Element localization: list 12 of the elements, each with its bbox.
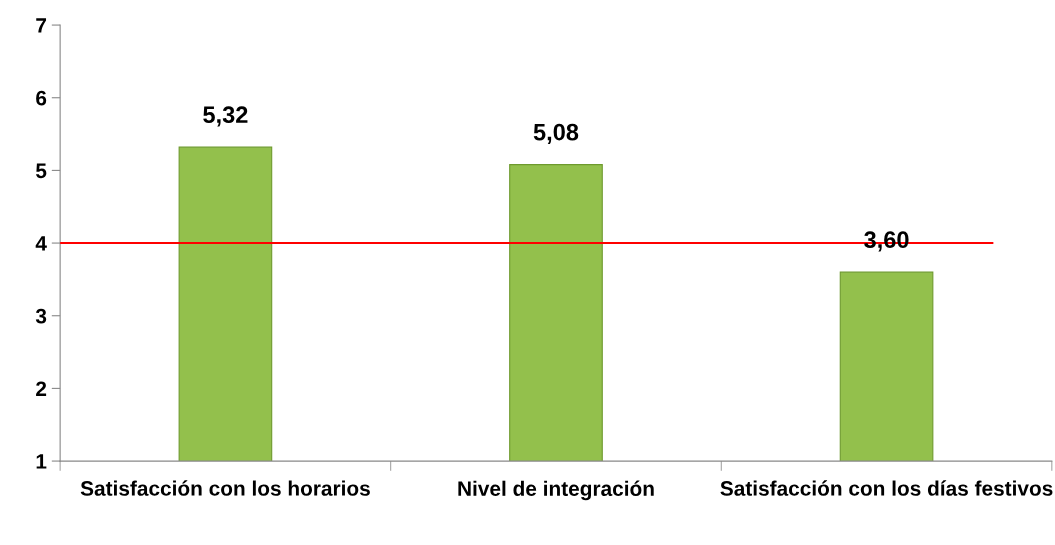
y-tick-label: 1: [36, 454, 47, 469]
y-tick-label: 5: [36, 163, 47, 179]
y-tick-label: 6: [36, 90, 47, 106]
y-tick-label: 3: [35, 308, 47, 324]
data-label: 5,08: [533, 123, 579, 144]
x-tick-label: Nivel de integración: [458, 480, 654, 501]
data-label: 5,32: [203, 106, 248, 127]
x-tick-label: Satisfacción con los horarios: [80, 480, 370, 496]
x-tick-label: Satisfacción con los días festivos: [720, 480, 1053, 496]
y-tick-label: 2: [36, 381, 47, 396]
y-tick-label: 7: [36, 18, 47, 33]
y-tick-label: 4: [35, 236, 47, 251]
